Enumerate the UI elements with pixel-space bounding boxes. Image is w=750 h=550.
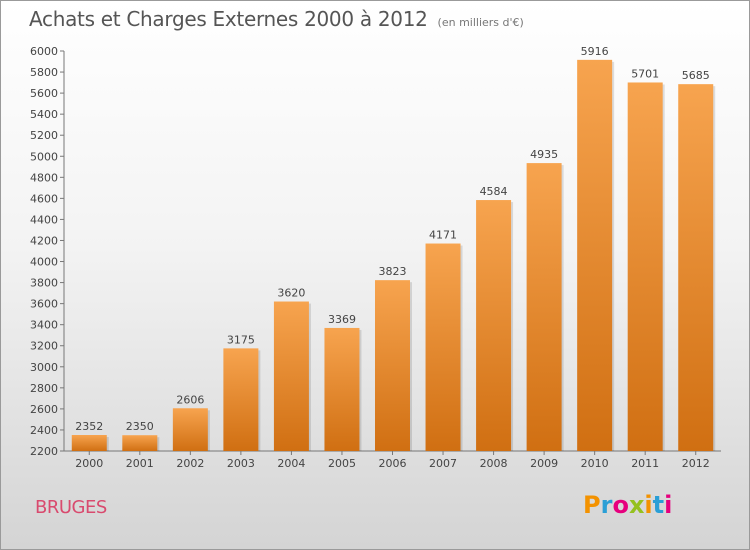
bar-value-label: 5685 xyxy=(682,69,710,82)
y-tick-label: 4800 xyxy=(30,171,58,184)
x-tick-label: 2001 xyxy=(126,457,154,470)
bar xyxy=(476,200,512,451)
bar xyxy=(273,301,309,451)
x-tick-label: 2007 xyxy=(429,457,457,470)
y-tick-label: 3800 xyxy=(30,277,58,290)
bar-value-label: 2352 xyxy=(75,420,103,433)
bar xyxy=(577,59,613,452)
bar-value-label: 2606 xyxy=(176,393,204,406)
y-tick-label: 3600 xyxy=(30,298,58,311)
bar xyxy=(678,84,714,451)
bar-value-label: 3823 xyxy=(379,265,407,278)
bar-value-label: 3175 xyxy=(227,333,255,346)
x-tick-label: 2004 xyxy=(277,457,305,470)
y-tick-label: 5000 xyxy=(30,150,58,163)
bar-value-label: 2350 xyxy=(126,420,154,433)
bar xyxy=(375,280,410,451)
y-tick-label: 6000 xyxy=(30,45,58,58)
bar xyxy=(71,435,107,451)
bar xyxy=(223,348,259,451)
bar-value-label: 4171 xyxy=(429,229,457,242)
y-tick-label: 3200 xyxy=(30,340,58,353)
y-tick-label: 5400 xyxy=(30,108,58,121)
x-tick-label: 2012 xyxy=(682,457,710,470)
logo-letter: t xyxy=(652,491,665,519)
logo-letter: x xyxy=(628,491,645,519)
x-tick-label: 2009 xyxy=(530,457,558,470)
bar xyxy=(425,243,461,451)
x-tick-label: 2006 xyxy=(379,457,407,470)
bar-value-label: 5916 xyxy=(581,45,609,58)
bar-value-label: 5701 xyxy=(631,67,659,80)
chart-title-text: Achats et Charges Externes 2000 à 2012 xyxy=(29,7,428,31)
chart-title: Achats et Charges Externes 2000 à 2012 (e… xyxy=(29,7,524,31)
chart-subtitle: (en milliers d'€) xyxy=(437,16,524,29)
x-tick-label: 2010 xyxy=(581,457,609,470)
y-tick-label: 4600 xyxy=(30,192,58,205)
y-tick-label: 3400 xyxy=(30,319,58,332)
y-tick-label: 5800 xyxy=(30,66,58,79)
bar-value-label: 4584 xyxy=(480,185,508,198)
proxiti-logo: Proxiti xyxy=(583,491,672,519)
bar-value-label: 4935 xyxy=(530,148,558,161)
x-tick-label: 2005 xyxy=(328,457,356,470)
x-tick-label: 2003 xyxy=(227,457,255,470)
logo-letter: o xyxy=(612,491,629,519)
logo-letter: i xyxy=(664,491,673,519)
bar-value-label: 3369 xyxy=(328,313,356,326)
y-tick-label: 2600 xyxy=(30,403,58,416)
x-tick-label: 2000 xyxy=(75,457,103,470)
bar xyxy=(324,327,360,451)
y-tick-label: 2400 xyxy=(30,424,58,437)
y-tick-label: 5200 xyxy=(30,129,58,142)
city-label: BRUGES xyxy=(35,497,107,518)
y-tick-label: 2200 xyxy=(30,445,58,458)
y-tick-label: 4200 xyxy=(30,234,58,247)
logo-letter: P xyxy=(583,491,601,519)
y-tick-label: 3000 xyxy=(30,361,58,374)
y-tick-label: 4400 xyxy=(30,213,58,226)
bar xyxy=(526,163,562,451)
x-tick-label: 2011 xyxy=(631,457,659,470)
x-tick-label: 2008 xyxy=(480,457,508,470)
bar xyxy=(172,408,208,451)
logo-letter: r xyxy=(600,491,613,519)
logo-letter: i xyxy=(644,491,653,519)
y-tick-label: 2800 xyxy=(30,382,58,395)
bar xyxy=(122,435,158,451)
x-tick-label: 2002 xyxy=(176,457,204,470)
bar-value-label: 3620 xyxy=(277,287,305,300)
y-tick-label: 4000 xyxy=(30,256,58,269)
bar xyxy=(627,82,663,451)
y-tick-label: 5600 xyxy=(30,87,58,100)
